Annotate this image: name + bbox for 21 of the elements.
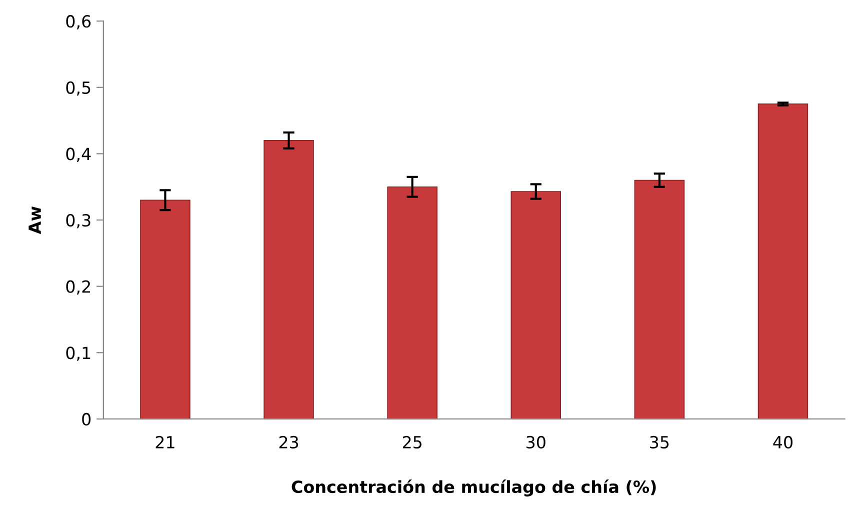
x-axis-title: Concentración de mucílago de chía (%): [292, 480, 656, 496]
y-tick-label: 0,6: [66, 15, 91, 30]
y-tick-label: 0,2: [66, 280, 90, 295]
x-tick-label: 35: [650, 436, 669, 449]
y-axis-title: Aw: [28, 206, 41, 234]
x-tick-label: 21: [156, 436, 174, 448]
bar: [758, 104, 808, 419]
x-tick-label: 40: [773, 436, 792, 449]
bar: [140, 200, 190, 419]
bar: [510, 191, 562, 419]
y-tick-label: 0: [82, 412, 91, 426]
x-tick-label: 25: [402, 436, 422, 449]
bar: [387, 186, 438, 419]
x-tick-label: 23: [279, 436, 298, 449]
y-tick-label: 0,5: [66, 81, 90, 96]
x-tick-label: 30: [526, 436, 546, 449]
y-tick-label: 0,1: [66, 346, 90, 361]
y-tick-label: 0,4: [66, 148, 91, 162]
bar: [264, 140, 314, 419]
bar: [634, 180, 685, 419]
y-tick-label: 0,3: [66, 214, 90, 228]
